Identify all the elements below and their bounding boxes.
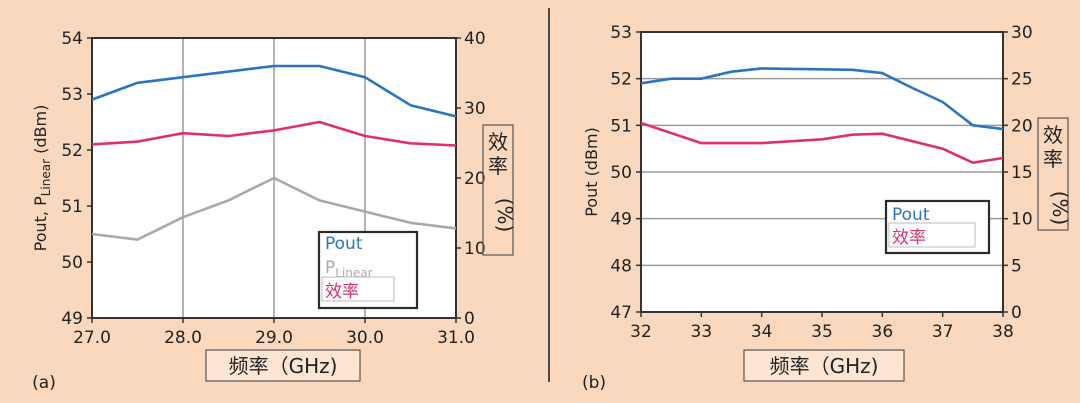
y2-tick-label: 40 <box>464 29 486 49</box>
y-tick-label: 52 <box>61 141 83 161</box>
series-line-pout <box>640 67 1004 131</box>
y2-tick-label: 30 <box>464 99 486 119</box>
legend-item-highlight <box>321 276 395 302</box>
y2-axis-title-unit: (%) <box>1048 191 1072 226</box>
legend-item-efficiency: 效率 <box>325 282 359 302</box>
y2-axis-title: 效 <box>488 130 508 154</box>
x-tick-label: 31.0 <box>437 328 475 348</box>
y2-tick-label: 0 <box>1011 303 1022 323</box>
y-tick-label: 48 <box>610 256 632 276</box>
series-line-efficiency <box>640 121 1004 164</box>
chart-a: 27.0 28.0 29.0 30.0 31.0 49 50 51 52 53 54 0 10 20 30 4… <box>31 29 517 393</box>
x-tick-label: 37 <box>932 322 954 342</box>
y-tick-label: 50 <box>61 253 83 273</box>
y-tick-label: 54 <box>61 29 83 49</box>
series-line-efficiency <box>91 120 457 147</box>
y-tick-label: 50 <box>610 163 632 183</box>
x-axis-title-box <box>743 349 905 382</box>
x-tick-label: 35 <box>811 322 833 342</box>
y2-axis-title: 率 <box>488 154 508 178</box>
y2-tick-label: 30 <box>1011 23 1033 43</box>
x-tick-label: 32 <box>630 322 652 342</box>
x-tick-label: 34 <box>751 322 773 342</box>
legend-item-pout: Pout <box>892 205 930 225</box>
y2-axis-title-unit: (%) <box>493 198 517 233</box>
y-tick-label: 53 <box>610 23 632 43</box>
y2-tick-label: 0 <box>464 309 475 329</box>
x-axis-title: 频率（GHz) <box>229 354 338 378</box>
y-tick-label: 53 <box>61 85 83 105</box>
legend-item-highlight <box>888 222 976 248</box>
x-tick-label: 38 <box>992 322 1014 342</box>
x-tick-label: 36 <box>872 322 894 342</box>
x-axis-title: 频率（GHz) <box>770 354 879 378</box>
y-tick-label: 51 <box>61 197 83 217</box>
y2-tick-label: 10 <box>1011 210 1033 230</box>
y2-axis-title: 效 <box>1043 123 1063 147</box>
x-tick-label: 30.0 <box>346 328 384 348</box>
y-tick-label: 52 <box>610 70 632 90</box>
y-axis-title: Pout, PLinear (dBm) <box>31 105 53 252</box>
y2-tick-label: 15 <box>1011 163 1033 183</box>
y2-axis-title-box <box>482 124 514 256</box>
series-line-plinear <box>91 176 457 241</box>
legend-item-efficiency: 效率 <box>892 228 926 248</box>
x-tick-label: 28.0 <box>164 328 202 348</box>
chart-b: 32 33 34 35 36 37 38 47 48 49 50 51 52 53 0 5 10 15 20 25 30… <box>582 23 1072 393</box>
y2-tick-label: 25 <box>1011 70 1033 90</box>
x-axis-title-box <box>205 349 361 382</box>
y2-axis-title-box <box>1037 117 1069 231</box>
panel-label: (b) <box>582 373 606 393</box>
y-tick-label: 51 <box>610 116 632 136</box>
y2-tick-label: 20 <box>464 169 486 189</box>
x-tick-label: 29.0 <box>255 328 293 348</box>
y-tick-label: 49 <box>61 309 83 329</box>
x-tick-label: 27.0 <box>73 328 111 348</box>
y-axis-title: Pout (dBm) <box>582 127 601 217</box>
y2-axis-title: 率 <box>1043 147 1063 171</box>
y-tick-label: 47 <box>610 303 632 323</box>
series-line-pout <box>91 64 457 118</box>
y2-tick-label: 10 <box>464 239 486 259</box>
y-tick-label: 49 <box>610 210 632 230</box>
panel-label: (a) <box>32 373 56 393</box>
legend: Pout 效率 <box>884 199 991 255</box>
legend-item-pout: Pout <box>325 234 363 254</box>
y2-tick-label: 20 <box>1011 116 1033 136</box>
y2-tick-label: 5 <box>1011 256 1022 276</box>
x-tick-label: 33 <box>691 322 713 342</box>
